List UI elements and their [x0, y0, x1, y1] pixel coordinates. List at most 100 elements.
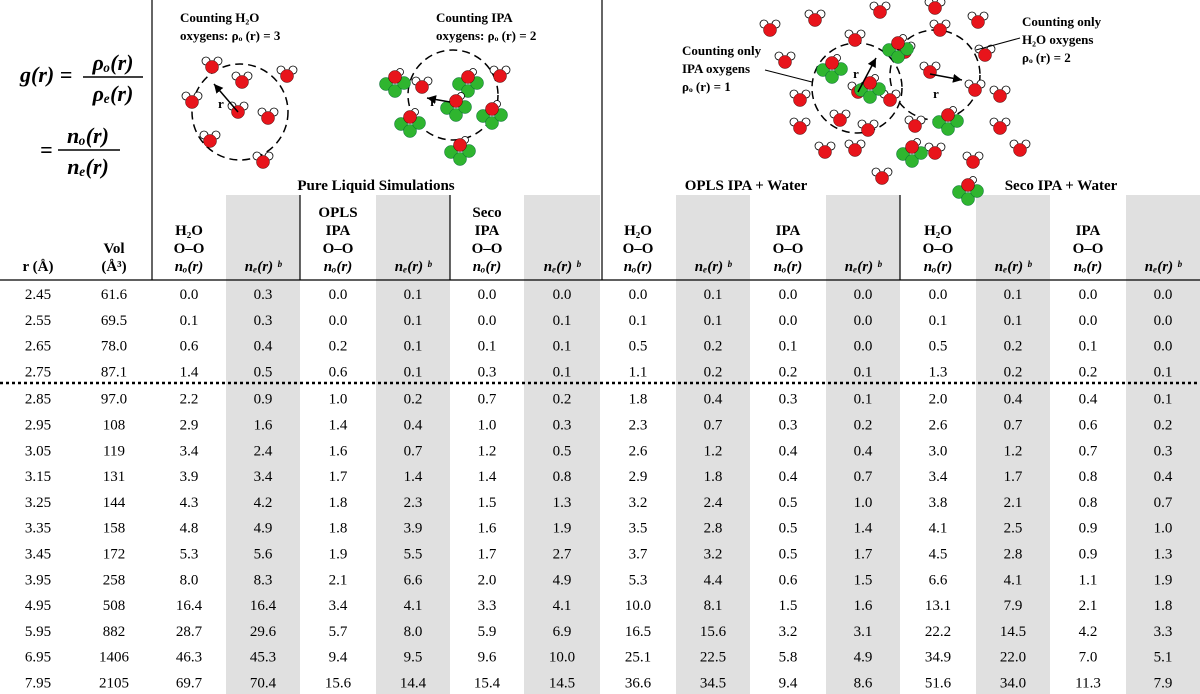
cell: 0.4 [704, 392, 723, 408]
carbon [932, 115, 946, 129]
cell: 1.8 [704, 469, 723, 485]
cell: 0.3 [1154, 443, 1173, 459]
cell: 7.95 [25, 676, 51, 692]
cell: 0.1 [1004, 313, 1023, 329]
cell: 0.1 [553, 339, 572, 355]
cell: 0.9 [1079, 521, 1098, 537]
cell: 9.4 [329, 650, 348, 666]
cell: 16.4 [176, 598, 203, 614]
cell: 0.6 [329, 364, 348, 380]
cell: 2.0 [929, 392, 948, 408]
oxygen [808, 13, 822, 27]
cell: 0.0 [1079, 287, 1098, 303]
oxygen [415, 80, 429, 94]
cell: 0.4 [854, 443, 873, 459]
cell: 1.7 [854, 547, 873, 563]
cell: 2.75 [25, 364, 51, 380]
cell: 0.3 [779, 418, 798, 434]
cell: 0.1 [854, 392, 873, 408]
carbon [854, 83, 868, 97]
cell: 22.5 [700, 650, 726, 666]
oxygen [453, 138, 467, 152]
cell: 5.1 [1154, 650, 1173, 666]
molecule-illustrations: Counting H₂O oxygens: ρₒ (r) = 3 Counting … [180, 0, 1102, 206]
cell: 2.9 [629, 469, 648, 485]
cell: 0.1 [404, 287, 423, 303]
cell: 0.6 [180, 339, 199, 355]
cell: 2.85 [25, 392, 51, 408]
cell: 3.45 [25, 547, 51, 563]
cell: 1406 [99, 650, 130, 666]
oxygen [261, 111, 275, 125]
cell: 0.7 [854, 469, 873, 485]
cell: 15.6 [700, 624, 727, 640]
column-header: Seco [472, 205, 501, 221]
cell: 3.15 [25, 469, 51, 485]
cell: 1.0 [478, 418, 497, 434]
shaded-column [524, 195, 600, 694]
oxygen [891, 36, 905, 50]
carbon [896, 147, 910, 161]
cell: 9.6 [478, 650, 497, 666]
cell: 5.95 [25, 624, 51, 640]
column-header: nₑ(r) ᵇ [544, 259, 582, 275]
column-header: nₒ(r) [473, 259, 502, 275]
cell: 0.6 [779, 572, 798, 588]
cell: 29.6 [250, 624, 277, 640]
cell: 4.95 [25, 598, 51, 614]
cell: 11.3 [1075, 676, 1101, 692]
cell: 6.95 [25, 650, 51, 666]
oxygen [861, 123, 875, 137]
cell: 0.8 [1079, 495, 1098, 511]
oxygen [966, 155, 980, 169]
diagram-label: H₂O oxygens [1022, 32, 1093, 47]
group-header: Seco IPA + Water [1005, 178, 1118, 194]
cell: 2.4 [704, 495, 723, 511]
oxygen [883, 93, 897, 107]
cell: 2.1 [1079, 598, 1098, 614]
cell: 0.0 [854, 287, 873, 303]
cell: 3.2 [629, 495, 648, 511]
cell: 0.5 [779, 547, 798, 563]
carbon [485, 116, 499, 130]
cell: 4.9 [254, 521, 273, 537]
cell: 97.0 [101, 392, 127, 408]
shaded-column [976, 195, 1050, 694]
oxygen [825, 56, 839, 70]
cell: 78.0 [101, 339, 127, 355]
cell: 4.2 [1079, 624, 1098, 640]
cell: 3.3 [1154, 624, 1173, 640]
shaded-column [826, 195, 900, 694]
cell: 3.0 [929, 443, 948, 459]
carbon [476, 109, 490, 123]
carbon [891, 50, 905, 64]
cell: 0.4 [1004, 392, 1023, 408]
oxygen [205, 60, 219, 74]
cell: 8.6 [854, 676, 873, 692]
carbon [863, 90, 877, 104]
radius-arrow [213, 83, 239, 113]
formula-denominator: ρₑ(r) [92, 81, 134, 106]
column-header: (Å³) [101, 259, 126, 275]
cell: 508 [103, 598, 126, 614]
cell: 2.95 [25, 418, 51, 434]
cell: 2105 [99, 676, 129, 692]
column-header: O–O [174, 241, 205, 257]
carbon [449, 108, 463, 122]
oxygen [873, 5, 887, 19]
cell: 14.5 [1000, 624, 1026, 640]
cell: 2.6 [929, 418, 948, 434]
cell: 0.1 [404, 313, 423, 329]
oxygen [763, 23, 777, 37]
cell: 4.8 [180, 521, 199, 537]
cell: 0.5 [929, 339, 948, 355]
cell: 4.1 [929, 521, 948, 537]
oxygen [941, 108, 955, 122]
cell: 1.6 [854, 598, 873, 614]
cell: 16.5 [625, 624, 651, 640]
cell: 1.8 [1154, 598, 1173, 614]
column-header: O–O [323, 241, 354, 257]
oxygen [793, 93, 807, 107]
diagram-label: oxygens: ρₒ (r) = 3 [180, 28, 281, 43]
